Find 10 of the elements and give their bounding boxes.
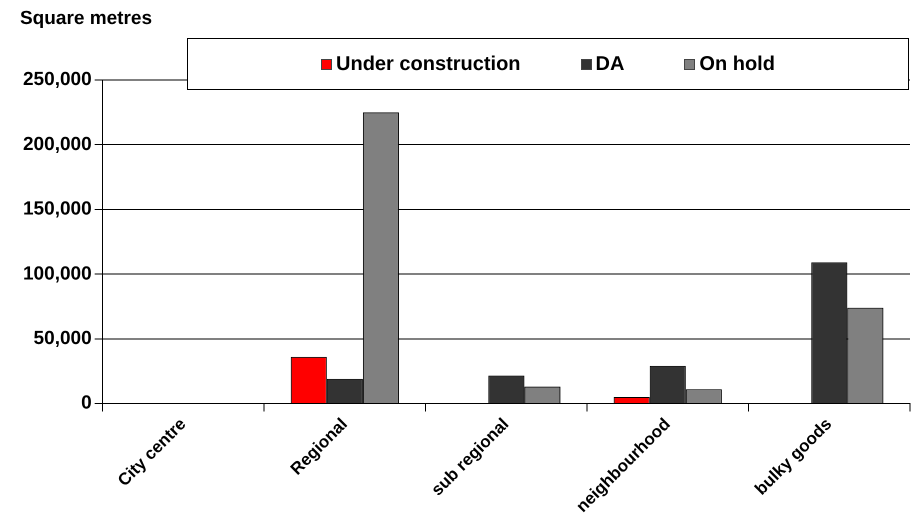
legend-label: Under construction — [335, 52, 520, 76]
y-tick-label: 50,000 — [34, 328, 92, 349]
y-tick-label: 200,000 — [22, 134, 92, 155]
y-tick-label: 150,000 — [22, 198, 92, 220]
y-axis-title: Square metres — [20, 8, 152, 30]
legend-label: DA — [594, 52, 624, 76]
legend-label: On hold — [698, 52, 775, 76]
y-tick-label: 100,000 — [22, 263, 92, 284]
y-tick-label: 250,000 — [22, 69, 92, 90]
y-tick-label: 0 — [81, 392, 92, 414]
